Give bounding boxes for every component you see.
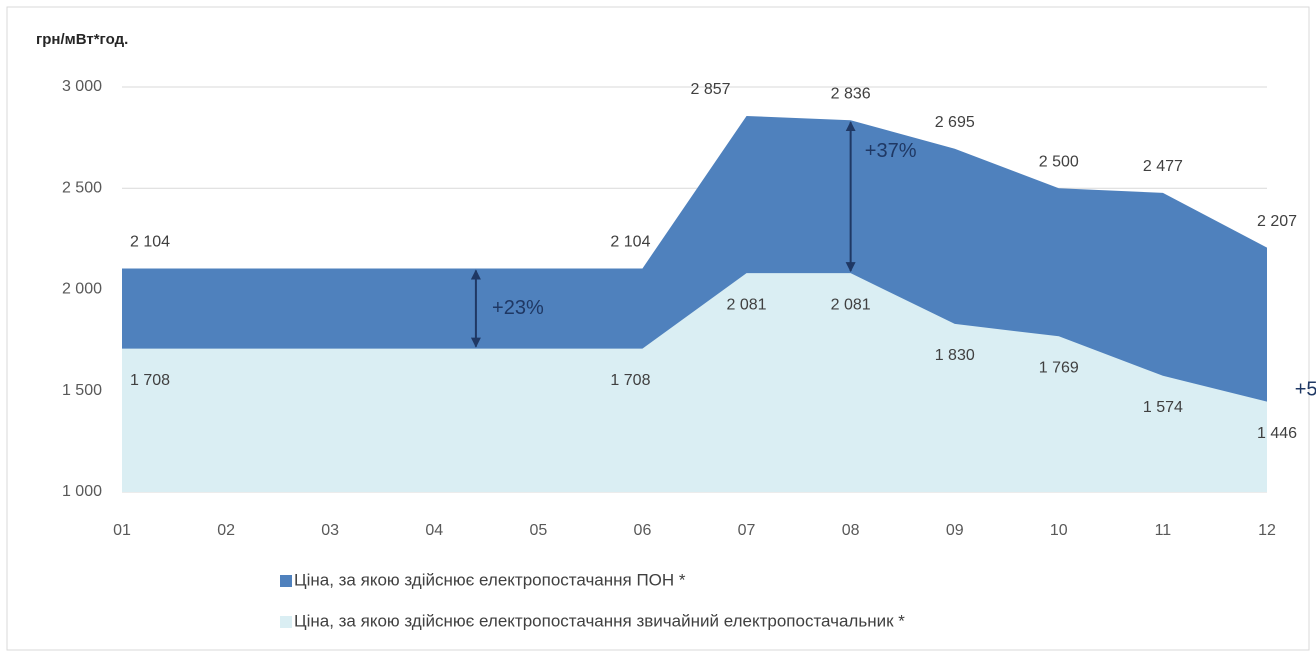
y-tick-label: 2 000 [62, 281, 102, 298]
data-label: 2 207 [1257, 213, 1297, 230]
data-label: 1 830 [935, 347, 975, 364]
annotation: +53% [1295, 378, 1316, 400]
x-tick-label: 10 [1050, 522, 1068, 539]
x-tick-label: 12 [1258, 522, 1276, 539]
data-label: 2 857 [691, 81, 731, 98]
x-tick-label: 04 [425, 522, 443, 539]
x-tick-label: 05 [529, 522, 547, 539]
x-tick-label: 09 [946, 522, 964, 539]
data-label: 1 446 [1257, 425, 1297, 442]
x-tick-label: 03 [321, 522, 339, 539]
data-label: 2 081 [727, 296, 767, 313]
y-tick-label: 1 500 [62, 382, 102, 399]
area [122, 273, 1267, 492]
data-label: 1 708 [130, 372, 170, 389]
data-label: 2 104 [610, 234, 650, 251]
legend-label: Ціна, за якою здійснює електропостачання… [294, 611, 905, 630]
y-axis-label: грн/мВт*год. [36, 31, 128, 48]
x-tick-label: 11 [1155, 522, 1172, 539]
x-tick-label: 08 [842, 522, 860, 539]
x-tick-label: 01 [113, 522, 131, 539]
y-tick-label: 1 000 [62, 483, 102, 500]
data-label: 1 574 [1143, 399, 1183, 416]
data-label: 2 104 [130, 234, 170, 251]
annotation: +37% [865, 140, 917, 162]
data-label: 2 081 [831, 296, 871, 313]
legend-swatch [280, 575, 292, 587]
legend-label: Ціна, за якою здійснює електропостачання… [294, 570, 686, 589]
x-tick-label: 06 [634, 522, 652, 539]
data-label: 2 836 [831, 85, 871, 102]
x-tick-label: 07 [738, 522, 756, 539]
data-label: 2 477 [1143, 158, 1183, 175]
y-tick-label: 2 500 [62, 179, 102, 196]
data-label: 1 708 [610, 372, 650, 389]
legend-swatch [280, 616, 292, 628]
y-tick-label: 3 000 [62, 78, 102, 95]
data-label: 2 695 [935, 114, 975, 131]
x-tick-label: 02 [217, 522, 235, 539]
data-label: 2 500 [1039, 153, 1079, 170]
annotation: +23% [492, 297, 544, 319]
data-label: 1 769 [1039, 359, 1079, 376]
